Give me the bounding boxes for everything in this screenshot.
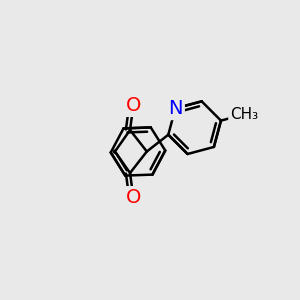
Text: N: N <box>168 99 183 118</box>
Text: O: O <box>126 96 141 115</box>
Text: CH₃: CH₃ <box>230 107 258 122</box>
Text: O: O <box>126 188 141 207</box>
